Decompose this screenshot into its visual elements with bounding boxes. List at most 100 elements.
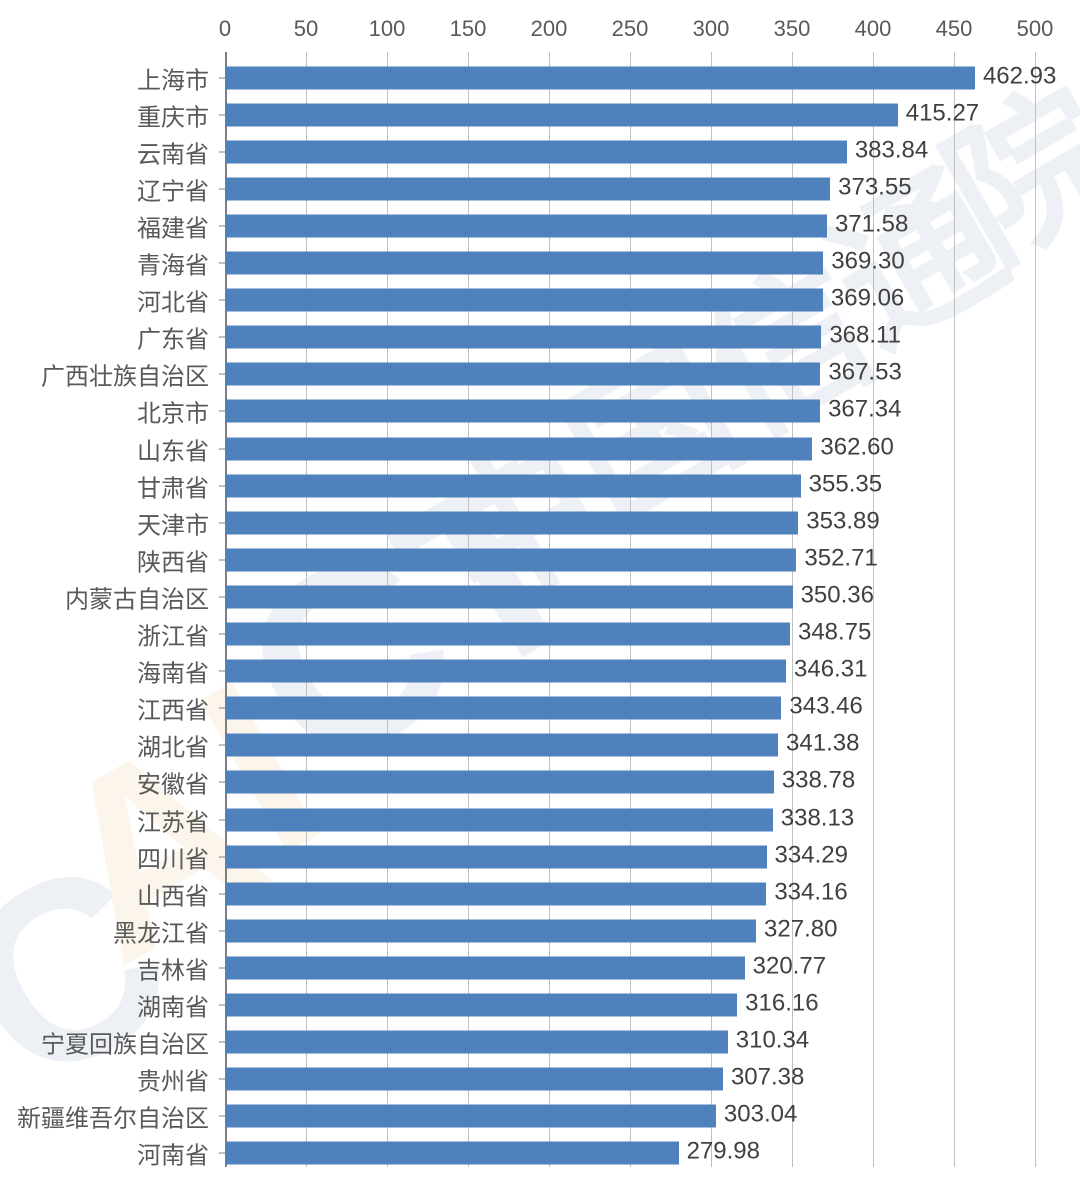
bar <box>225 956 745 979</box>
bar <box>225 660 786 683</box>
category-label: 广东省 <box>0 320 209 355</box>
category-label: 青海省 <box>0 246 209 281</box>
value-label: 348.75 <box>798 619 871 647</box>
bar-row: 湖北省341.38 <box>225 727 1035 764</box>
value-label: 362.60 <box>820 433 893 461</box>
value-label: 338.78 <box>782 767 855 795</box>
bar <box>225 437 812 460</box>
value-label: 371.58 <box>835 211 908 239</box>
plot-area: 上海市462.93重庆市415.27云南省383.84辽宁省373.55福建省3… <box>225 52 1035 1167</box>
value-label: 368.11 <box>829 322 901 350</box>
bar <box>225 289 823 312</box>
category-label: 陕西省 <box>0 542 209 577</box>
gridline <box>1035 52 1036 1167</box>
bar-row: 山东省362.60 <box>225 430 1035 467</box>
value-label: 320.77 <box>753 953 826 981</box>
value-label: 341.38 <box>786 730 859 758</box>
value-label: 355.35 <box>809 470 882 498</box>
value-label: 334.16 <box>774 878 847 906</box>
bar-row: 宁夏回族自治区310.34 <box>225 1024 1035 1061</box>
bar-row: 湖南省316.16 <box>225 987 1035 1024</box>
category-label: 海南省 <box>0 654 209 689</box>
bar-row: 贵州省307.38 <box>225 1061 1035 1098</box>
bar <box>225 845 767 868</box>
bar <box>225 66 975 89</box>
category-label: 云南省 <box>0 134 209 169</box>
bar-row: 海南省346.31 <box>225 653 1035 690</box>
bar-row: 青海省369.30 <box>225 245 1035 282</box>
category-label: 甘肃省 <box>0 468 209 503</box>
bar-row: 河南省279.98 <box>225 1135 1035 1172</box>
bar <box>225 994 737 1017</box>
x-tick-label: 0 <box>219 16 231 42</box>
bar-row: 福建省371.58 <box>225 207 1035 244</box>
category-label: 黑龙江省 <box>0 913 209 948</box>
x-tick-label: 500 <box>1017 16 1054 42</box>
bar-row: 新疆维吾尔自治区303.04 <box>225 1098 1035 1135</box>
x-tick-label: 100 <box>369 16 406 42</box>
bar-row: 甘肃省355.35 <box>225 467 1035 504</box>
bar-row: 天津市353.89 <box>225 504 1035 541</box>
value-label: 367.34 <box>828 396 901 424</box>
bar <box>225 697 781 720</box>
category-label: 四川省 <box>0 839 209 874</box>
bar <box>225 511 798 534</box>
value-label: 373.55 <box>838 173 911 201</box>
category-label: 吉林省 <box>0 950 209 985</box>
bar <box>225 1105 716 1128</box>
bar-row: 浙江省348.75 <box>225 616 1035 653</box>
category-label: 湖南省 <box>0 988 209 1023</box>
bar-row: 江苏省338.13 <box>225 801 1035 838</box>
bar <box>225 734 778 757</box>
category-label: 湖北省 <box>0 728 209 763</box>
x-tick-label: 250 <box>612 16 649 42</box>
bar <box>225 177 830 200</box>
bar <box>225 1142 679 1165</box>
x-tick-label: 200 <box>531 16 568 42</box>
x-tick-label: 300 <box>693 16 730 42</box>
bar <box>225 548 796 571</box>
bar <box>225 623 790 646</box>
value-label: 353.89 <box>806 507 879 535</box>
bar-row: 内蒙古自治区350.36 <box>225 578 1035 615</box>
bar <box>225 882 766 905</box>
category-label: 天津市 <box>0 505 209 540</box>
value-label: 346.31 <box>794 656 867 684</box>
value-label: 369.30 <box>831 248 904 276</box>
category-label: 安徽省 <box>0 765 209 800</box>
bar-row: 山西省334.16 <box>225 875 1035 912</box>
bar-row: 辽宁省373.55 <box>225 170 1035 207</box>
value-label: 279.98 <box>687 1138 760 1166</box>
value-label: 462.93 <box>983 62 1056 90</box>
x-tick-label: 450 <box>936 16 973 42</box>
category-label: 北京市 <box>0 394 209 429</box>
bar-row: 云南省383.84 <box>225 133 1035 170</box>
bar-row: 吉林省320.77 <box>225 949 1035 986</box>
bar <box>225 214 827 237</box>
bar <box>225 252 823 275</box>
bar <box>225 1031 728 1054</box>
category-label: 新疆维吾尔自治区 <box>0 1099 209 1134</box>
bar <box>225 326 821 349</box>
value-label: 343.46 <box>789 693 862 721</box>
bar <box>225 103 898 126</box>
bar-row: 江西省343.46 <box>225 690 1035 727</box>
bar <box>225 140 847 163</box>
value-label: 327.80 <box>764 915 837 943</box>
category-label: 江苏省 <box>0 802 209 837</box>
bar <box>225 771 774 794</box>
bar-row: 河北省369.06 <box>225 282 1035 319</box>
category-label: 宁夏回族自治区 <box>0 1025 209 1060</box>
category-label: 辽宁省 <box>0 171 209 206</box>
category-label: 河南省 <box>0 1136 209 1171</box>
bar-row: 四川省334.29 <box>225 838 1035 875</box>
value-label: 338.13 <box>781 804 854 832</box>
x-tick-label: 350 <box>774 16 811 42</box>
category-label: 重庆市 <box>0 97 209 132</box>
horizontal-bar-chart: CAICT中国信通院上海市462.93重庆市415.27云南省383.84辽宁省… <box>0 0 1080 1182</box>
category-label: 内蒙古自治区 <box>0 579 209 614</box>
category-label: 河北省 <box>0 283 209 318</box>
value-label: 352.71 <box>804 544 877 572</box>
bar <box>225 808 773 831</box>
category-label: 福建省 <box>0 208 209 243</box>
